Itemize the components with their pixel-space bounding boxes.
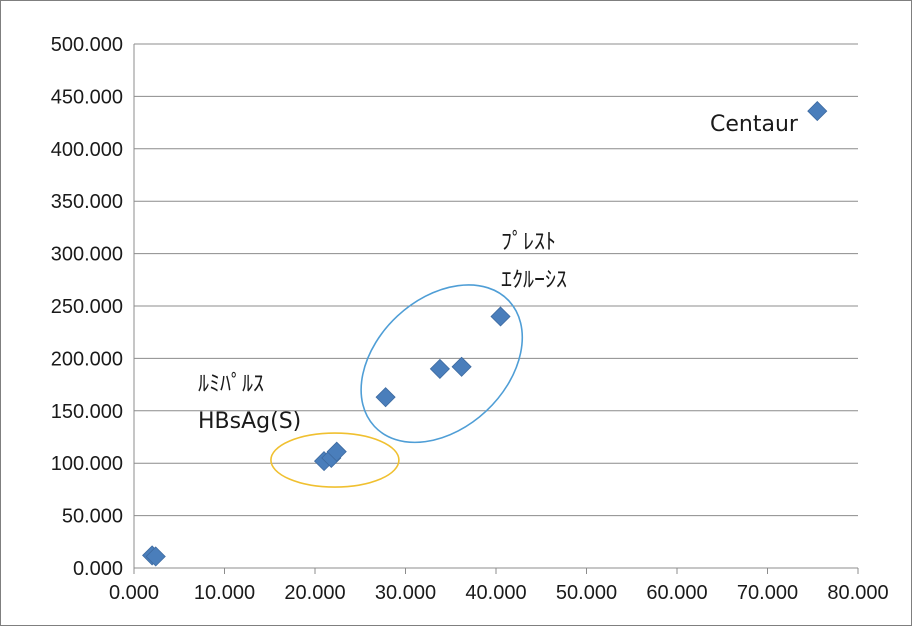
data-point [451,356,472,377]
axes: 0.000 50.000 100.000 150.000 200.000 250.000 3… [51,34,889,604]
x-tick-label: 20.000 [284,582,345,604]
lumi-group-ellipse [270,432,400,488]
y-tick-label: 250.000 [51,296,123,318]
data-point [375,387,396,408]
x-tick-label: 60.000 [646,582,707,604]
y-tick-label: 450.000 [51,86,123,108]
data-point [807,101,828,122]
x-tick-label: 0.000 [109,582,159,604]
annotation-preste: ｴｸﾙｰｼｽ [501,268,567,293]
x-tick-label: 40.000 [465,582,526,604]
y-tick-label: 100.000 [51,453,123,475]
y-tick-label: 50.000 [62,506,123,528]
y-tick-label: 350.000 [51,191,123,213]
preste-group-ellipse [360,284,524,444]
y-tick-label: 150.000 [51,401,123,423]
y-tick-label: 0.000 [73,558,123,580]
data-point [326,441,347,462]
y-tick-label: 200.000 [51,348,123,370]
group-ellipses [270,284,524,488]
y-tick-label: 300.000 [51,244,123,266]
data-point [429,358,450,379]
grid [134,43,858,517]
x-tick-label: 50.000 [556,582,617,604]
annotation-lumi: HBsAg(S) [198,409,301,434]
data-point [490,306,511,327]
data-point [145,546,166,567]
data-points [142,101,828,567]
y-tick-label: 400.000 [51,139,123,161]
x-tick-label: 70.000 [737,582,798,604]
annotation-preste: ﾌﾟﾚｽﾄ [501,230,556,255]
x-tick-label: 30.000 [375,582,436,604]
x-tick-label: 10.000 [194,582,255,604]
y-tick-label: 500.000 [51,34,123,56]
x-tick-label: 80.000 [827,582,888,604]
annotations: Centaur ﾌﾟﾚｽﾄ ｴｸﾙｰｼｽ ﾙﾐﾊﾟﾙｽ HBsAg(S) [198,112,799,434]
annotation-lumi: ﾙﾐﾊﾟﾙｽ [198,372,264,397]
annotation-centaur: Centaur [710,112,799,137]
